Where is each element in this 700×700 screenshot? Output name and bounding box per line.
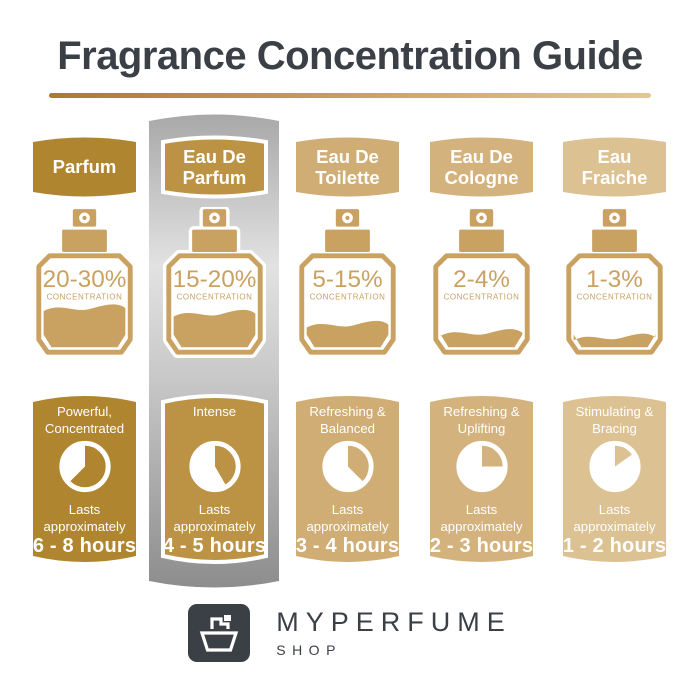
- nozzle-dot: [479, 215, 484, 221]
- bottle-cap: [325, 229, 370, 252]
- column-header-label: Eau Fraiche: [581, 145, 648, 188]
- perfume-bottle-icon: 2-4% CONCENTRATION: [428, 207, 535, 365]
- bottle-cap: [62, 229, 107, 252]
- concentration-label: CONCENTRATION: [577, 293, 653, 302]
- logo-bottle-cap: [210, 617, 230, 629]
- liquid-fill: [173, 309, 256, 348]
- nozzle-dot: [82, 215, 87, 221]
- column-header-label: Parfum: [52, 156, 117, 178]
- fragrance-column: Eau De Cologne 2-4% CONCENTRATION: [428, 112, 535, 590]
- brand-text: MYPERFUME SHOP: [276, 607, 512, 658]
- concentration-value: 5-15%: [312, 266, 382, 293]
- duration-value: 2 - 3 hours: [429, 535, 534, 557]
- column-header: Eau De Toilette: [294, 135, 401, 199]
- clock-icon: [58, 440, 111, 493]
- bottle-body: [433, 253, 530, 355]
- clock-icon: [588, 440, 641, 493]
- logo-bottle-vessel: [200, 631, 239, 652]
- column-header: Eau Fraiche: [561, 135, 668, 199]
- scent-descriptor: Intense: [192, 404, 237, 419]
- lasts-label: Lasts approximately: [43, 502, 126, 534]
- liquid-fill: [43, 304, 126, 348]
- perfume-bottle-icon: 5-15% CONCENTRATION: [294, 207, 401, 365]
- clock-icon: [455, 440, 508, 493]
- concentration-label: CONCENTRATION: [444, 293, 520, 302]
- perfume-bottle-icon: 15-20% CONCENTRATION: [161, 207, 268, 365]
- duration-value: 6 - 8 hours: [32, 535, 137, 557]
- scent-descriptor: Stimulating & Bracing: [575, 404, 654, 437]
- scent-descriptor: Refreshing & Balanced: [309, 404, 386, 437]
- bottle-cap: [192, 229, 237, 252]
- concentration-label: CONCENTRATION: [310, 293, 386, 302]
- info-card: Refreshing & Uplifting Lasts approximate…: [428, 393, 535, 565]
- nozzle-dot: [212, 215, 217, 221]
- info-card: Powerful, Concentrated Lasts approximate…: [31, 393, 138, 565]
- fragrance-column: Eau De Parfum 15-20% CONCENTRATION: [161, 112, 268, 590]
- column-header-label: Eau De Cologne: [444, 145, 519, 188]
- page-title: Fragrance Concentration Guide: [57, 34, 643, 78]
- clock-icon: [321, 440, 374, 493]
- scent-descriptor: Powerful, Concentrated: [44, 404, 125, 437]
- info-card: Intense Lasts approximately 4 - 5 hours: [161, 393, 268, 565]
- fragrance-column: Eau De Toilette 5-15% CONCENTRATION: [294, 112, 401, 590]
- lasts-label: Lasts approximately: [173, 502, 256, 534]
- bottle-body: [566, 253, 663, 355]
- concentration-value: 15-20%: [173, 266, 257, 293]
- lasts-label: Lasts approximately: [573, 502, 656, 534]
- info-card: Stimulating & Bracing Lasts approximatel…: [561, 393, 668, 565]
- fragrance-columns: Parfum 20-30% CONCENTRATION: [31, 112, 669, 590]
- lasts-label: Lasts approximately: [306, 502, 389, 534]
- liquid-fill: [440, 329, 523, 348]
- liquid-fill: [573, 333, 656, 348]
- concentration-value: 1-3%: [586, 266, 643, 293]
- clock-icon: [188, 440, 241, 493]
- concentration-value: 2-4%: [453, 266, 510, 293]
- scent-descriptor: Refreshing & Uplifting: [443, 404, 520, 437]
- lasts-label: Lasts approximately: [440, 502, 523, 534]
- fragrance-column: Eau Fraiche 1-3% CONCENTRATION: [561, 112, 668, 590]
- concentration-label: CONCENTRATION: [47, 293, 123, 302]
- fragrance-column: Parfum 20-30% CONCENTRATION: [31, 112, 138, 590]
- column-header: Parfum: [31, 135, 138, 199]
- brand-name: MYPERFUME: [276, 607, 512, 637]
- duration-value: 4 - 5 hours: [162, 535, 267, 557]
- column-header-label: Eau De Toilette: [315, 145, 380, 188]
- perfume-bottle-icon: 1-3% CONCENTRATION: [561, 207, 668, 365]
- duration-value: 1 - 2 hours: [562, 535, 667, 557]
- liquid-fill: [306, 320, 389, 348]
- concentration-label: CONCENTRATION: [177, 293, 253, 302]
- title-divider: [49, 93, 651, 98]
- bottle-cap: [459, 229, 504, 252]
- brand-logo-icon: [188, 604, 251, 662]
- brand-sub: SHOP: [276, 642, 342, 658]
- logo-bottle-button: [224, 615, 232, 621]
- column-header: Eau De Parfum: [161, 135, 268, 199]
- perfume-bottle-icon: 20-30% CONCENTRATION: [31, 207, 138, 365]
- column-header: Eau De Cologne: [428, 135, 535, 199]
- concentration-value: 20-30%: [43, 266, 127, 293]
- brand-logo: MYPERFUME SHOP: [0, 604, 700, 662]
- duration-value: 3 - 4 hours: [295, 535, 400, 557]
- column-header-label: Eau De Parfum: [182, 145, 247, 188]
- bottle-cap: [592, 229, 637, 252]
- info-card: Refreshing & Balanced Lasts approximatel…: [294, 393, 401, 565]
- nozzle-dot: [612, 215, 617, 221]
- nozzle-dot: [345, 215, 350, 221]
